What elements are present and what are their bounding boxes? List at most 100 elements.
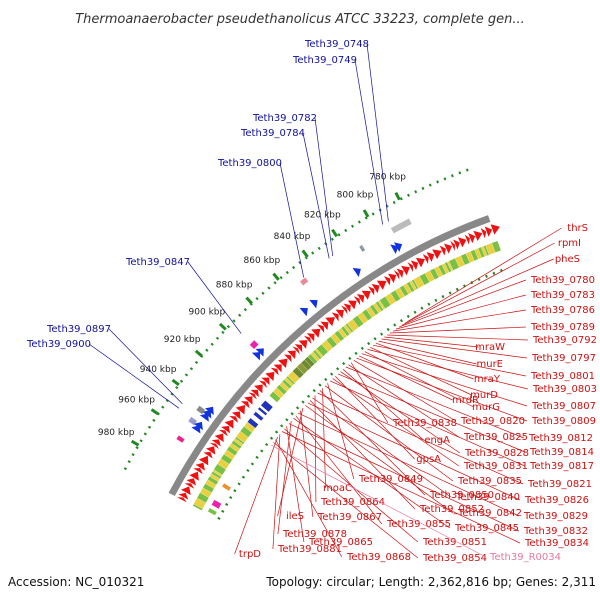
genome-stats-text: Topology: circular; Length: 2,362,816 bp… bbox=[265, 575, 596, 589]
red-arrow-50 bbox=[368, 286, 375, 296]
cog-block-10 bbox=[213, 464, 226, 475]
red-arrow-68 bbox=[457, 237, 467, 248]
red-arrow-51 bbox=[371, 284, 380, 294]
cog-block-37 bbox=[287, 371, 300, 384]
cog-block-75 bbox=[425, 270, 435, 283]
gene-label-9: Teth39_0797 bbox=[531, 353, 596, 364]
red-arrow-0 bbox=[177, 497, 187, 503]
locus-label-1: Teth39_0749 bbox=[292, 55, 357, 66]
red-arrow-8 bbox=[198, 455, 209, 466]
blue-arrow-11 bbox=[191, 425, 201, 434]
red-arrow-1 bbox=[178, 492, 189, 500]
gene-label-21: Teth39_0825 bbox=[463, 432, 528, 443]
red-arrow-23 bbox=[250, 389, 259, 398]
tick-mark-8 bbox=[171, 378, 180, 387]
cog-block-80 bbox=[444, 262, 452, 273]
cog-block-67 bbox=[395, 287, 405, 299]
gene-label-2: pheS bbox=[555, 254, 580, 265]
gene-leader-6 bbox=[390, 326, 526, 334]
locus-label-7: Teth39_0900 bbox=[26, 339, 91, 350]
locus-leader-0 bbox=[366, 43, 389, 222]
red-arrow-27 bbox=[265, 371, 275, 381]
cog-block-66 bbox=[390, 290, 401, 302]
gene-label-53: Teth39_R0034 bbox=[489, 552, 561, 563]
tick-mark-6 bbox=[218, 322, 227, 331]
cog-block-52 bbox=[341, 326, 350, 337]
cog-block-6 bbox=[207, 476, 219, 485]
gene-label-0: thrS bbox=[567, 223, 588, 234]
red-arrow-9 bbox=[203, 451, 213, 459]
red-arrow-40 bbox=[320, 321, 329, 331]
outer-feature-6 bbox=[176, 435, 185, 443]
cog-block-76 bbox=[430, 268, 439, 280]
cog-block-24 bbox=[253, 411, 264, 421]
cog-block-11 bbox=[217, 458, 230, 470]
cog-block-2 bbox=[197, 492, 209, 503]
cog-block-89 bbox=[481, 246, 488, 257]
cog-block-20 bbox=[240, 426, 252, 438]
tick-mark-9 bbox=[150, 408, 160, 416]
red-arrow-33 bbox=[292, 346, 300, 355]
red-arrow-71 bbox=[473, 230, 483, 242]
locus-leader-1 bbox=[354, 59, 384, 225]
cog-block-8 bbox=[211, 471, 222, 479]
cog-outlier-1 bbox=[222, 483, 231, 491]
gene-leader-31 bbox=[322, 388, 326, 489]
cog-block-58 bbox=[362, 309, 372, 321]
red-arrow-34 bbox=[294, 344, 303, 353]
cog-block-19 bbox=[236, 431, 249, 443]
red-arrow-48 bbox=[356, 294, 365, 304]
gene-leader-32 bbox=[319, 390, 426, 496]
red-arrow-5 bbox=[189, 471, 199, 481]
tick-label-3: 840 kbp bbox=[274, 232, 311, 242]
tick-label-5: 880 kbp bbox=[216, 281, 253, 291]
gene-labels: thrS rpmI pheS Teth39_0780 Teth39_0783 Teth39… bbox=[234, 223, 597, 564]
cog-block-0 bbox=[192, 504, 203, 511]
red-arrow-10 bbox=[206, 446, 216, 455]
gene-label-25: Teth39_0814 bbox=[529, 447, 594, 458]
cog-outlier-0 bbox=[211, 499, 222, 509]
cog-block-69 bbox=[403, 283, 412, 294]
gene-leader-21 bbox=[348, 364, 460, 438]
accession-text: Accession: NC_010321 bbox=[8, 575, 144, 589]
cog-block-35 bbox=[284, 377, 294, 387]
gene-label-12: Teth39_0801 bbox=[530, 371, 595, 382]
red-arrow-6 bbox=[193, 468, 203, 475]
gene-label-10: murE bbox=[476, 359, 503, 370]
gene-leader-41 bbox=[298, 412, 520, 517]
gene-leader-23 bbox=[342, 369, 424, 441]
cog-block-26 bbox=[257, 407, 268, 416]
red-arrow-26 bbox=[261, 377, 270, 386]
cog-block-43 bbox=[310, 351, 320, 362]
cog-block-62 bbox=[375, 301, 384, 312]
genome-rings bbox=[123, 167, 508, 520]
red-arrow-60 bbox=[415, 257, 425, 268]
tick-label-7: 920 kbp bbox=[164, 335, 201, 345]
cog-block-64 bbox=[379, 296, 391, 309]
gene-label-48: Teth39_0834 bbox=[524, 538, 589, 549]
red-arrow-20 bbox=[241, 401, 250, 409]
cog-block-14 bbox=[226, 446, 238, 456]
cog-block-7 bbox=[209, 473, 220, 482]
cog-block-73 bbox=[413, 276, 425, 289]
red-arrow-3 bbox=[184, 483, 195, 489]
outer-feature-0 bbox=[390, 218, 412, 234]
blue-arrow-3 bbox=[309, 299, 318, 309]
gene-label-33: Teth39_0821 bbox=[527, 479, 592, 490]
cog-block-33 bbox=[279, 381, 290, 392]
cog-block-47 bbox=[321, 340, 333, 352]
outer-feature-1 bbox=[359, 245, 366, 252]
blue-arrow-1 bbox=[390, 244, 399, 255]
cog-block-23 bbox=[250, 414, 262, 425]
cog-block-77 bbox=[434, 266, 443, 278]
red-arrow-52 bbox=[376, 280, 387, 290]
red-arrow-31 bbox=[284, 354, 292, 363]
red-arrow-15 bbox=[221, 425, 231, 434]
red-arrow-63 bbox=[432, 249, 442, 260]
cog-block-82 bbox=[449, 258, 460, 271]
cog-block-3 bbox=[200, 487, 212, 498]
red-arrow-66 bbox=[450, 240, 456, 251]
gene-label-8: mraW bbox=[475, 342, 505, 353]
gene-leader-12 bbox=[372, 344, 526, 377]
tick-mark-10 bbox=[130, 439, 140, 447]
